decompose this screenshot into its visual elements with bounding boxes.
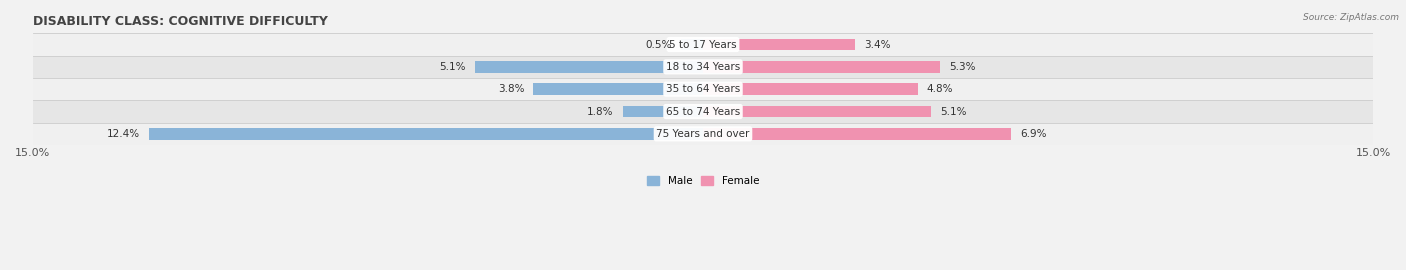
Text: 3.4%: 3.4%	[863, 39, 890, 49]
Text: 6.9%: 6.9%	[1021, 129, 1047, 139]
Text: 75 Years and over: 75 Years and over	[657, 129, 749, 139]
Text: 18 to 34 Years: 18 to 34 Years	[666, 62, 740, 72]
Text: 5 to 17 Years: 5 to 17 Years	[669, 39, 737, 49]
Text: 5.3%: 5.3%	[949, 62, 976, 72]
Text: 4.8%: 4.8%	[927, 84, 953, 94]
Bar	[32, 33, 1374, 56]
Bar	[681, 39, 703, 50]
Bar	[703, 83, 918, 95]
Bar	[32, 78, 1374, 100]
Bar	[703, 39, 855, 50]
Text: 0.5%: 0.5%	[645, 39, 672, 49]
Text: Source: ZipAtlas.com: Source: ZipAtlas.com	[1303, 14, 1399, 22]
Bar	[703, 106, 931, 117]
Bar	[149, 128, 703, 140]
Legend: Male, Female: Male, Female	[643, 172, 763, 190]
Bar	[703, 128, 1011, 140]
Bar	[32, 123, 1374, 145]
Bar	[32, 56, 1374, 78]
Bar	[32, 100, 1374, 123]
Text: 5.1%: 5.1%	[440, 62, 467, 72]
Text: 1.8%: 1.8%	[588, 107, 613, 117]
Text: DISABILITY CLASS: COGNITIVE DIFFICULTY: DISABILITY CLASS: COGNITIVE DIFFICULTY	[32, 15, 328, 28]
Bar	[623, 106, 703, 117]
Text: 3.8%: 3.8%	[498, 84, 524, 94]
Bar	[703, 61, 939, 73]
Text: 35 to 64 Years: 35 to 64 Years	[666, 84, 740, 94]
Text: 5.1%: 5.1%	[939, 107, 966, 117]
Bar	[533, 83, 703, 95]
Text: 65 to 74 Years: 65 to 74 Years	[666, 107, 740, 117]
Text: 12.4%: 12.4%	[107, 129, 139, 139]
Bar	[475, 61, 703, 73]
